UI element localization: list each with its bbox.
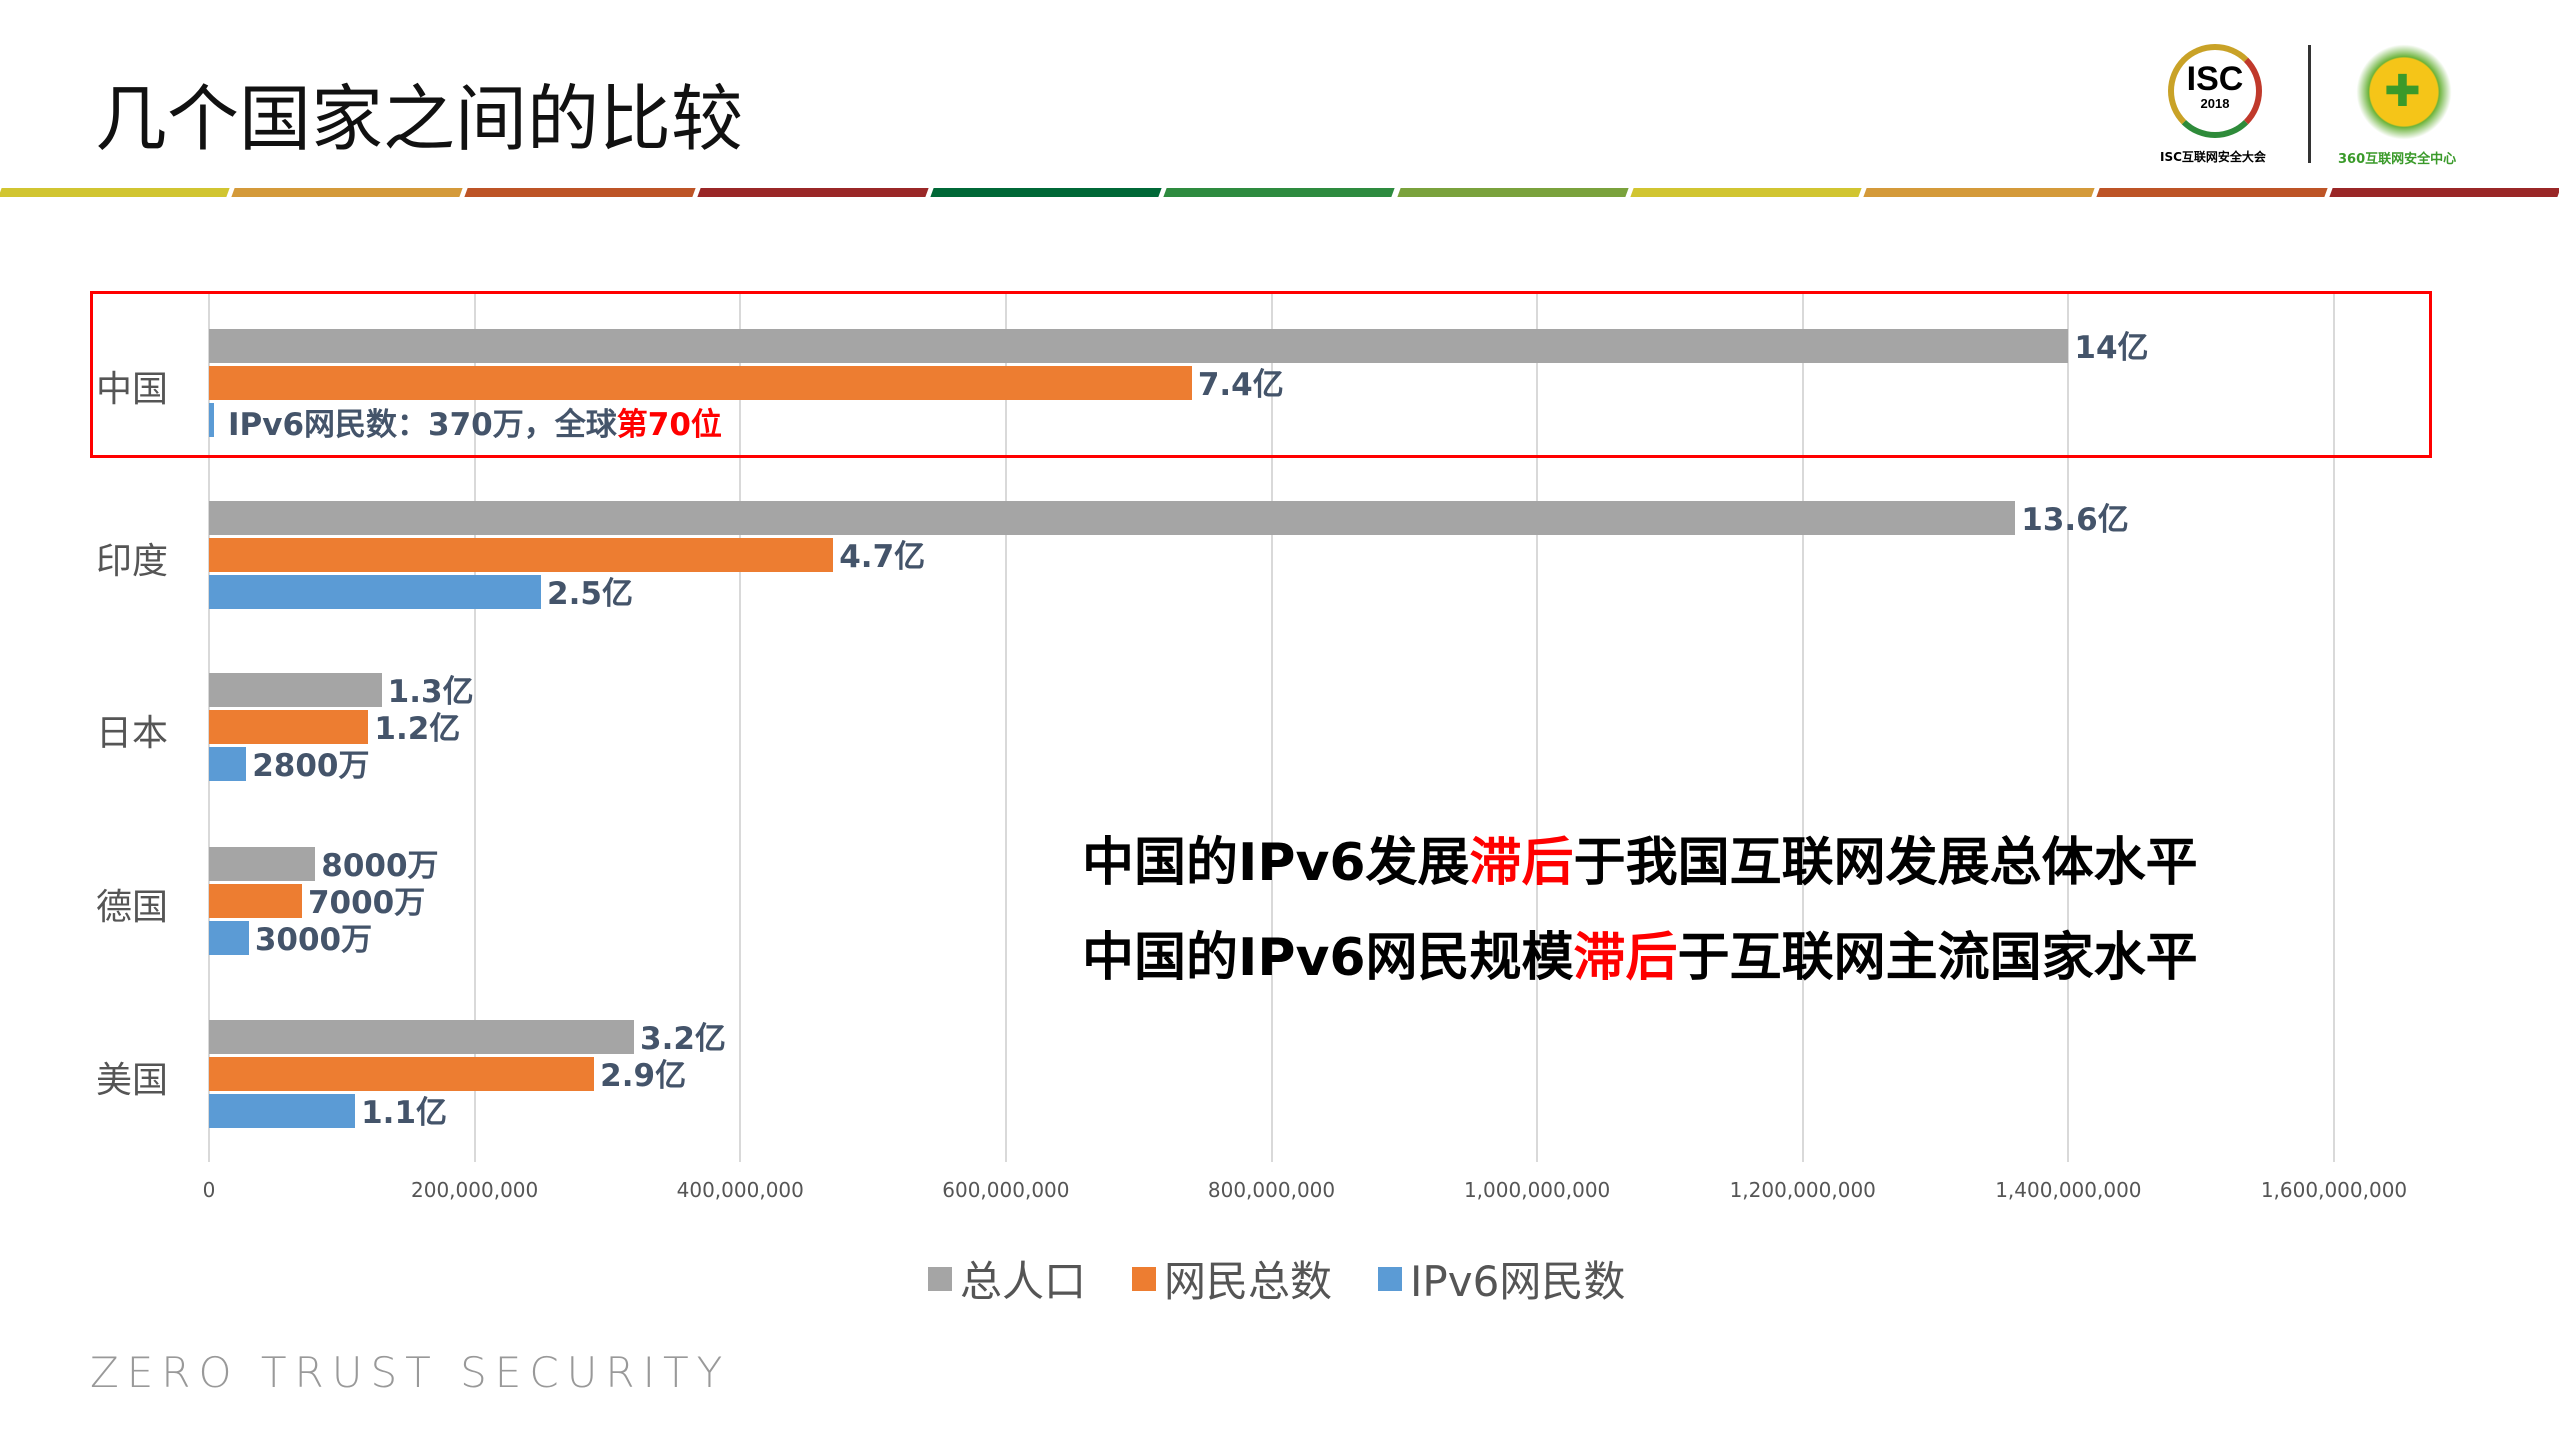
legend-item: IPv6网民数 (1378, 1248, 1625, 1309)
data-label: 13.6亿 (2021, 502, 2129, 538)
note-text: 中国的IPv6网民规模 (1082, 928, 1574, 988)
gridline (2067, 294, 2070, 1162)
bar (209, 921, 249, 955)
x-tick-label: 1,600,000,000 (2260, 1178, 2408, 1202)
stripe-segment (697, 188, 930, 197)
category-label: 印度 (96, 541, 169, 582)
legend-label: 总人口 (960, 1257, 1087, 1306)
gridline (1004, 294, 1007, 1162)
x-tick-label: 200,000,000 (411, 1178, 539, 1202)
data-label: 3000万 (254, 922, 373, 958)
stripe-segment (1630, 188, 1862, 197)
gridline (1801, 294, 1804, 1162)
bar (209, 501, 2016, 535)
data-label: 14亿 (2074, 330, 2149, 366)
data-label: 2800万 (252, 748, 370, 784)
stripe-segment (2096, 188, 2328, 197)
gridline (1270, 294, 1273, 1162)
x-tick-label: 1,000,000,000 (1463, 1178, 1611, 1202)
category-label: 日本 (96, 713, 169, 754)
stripe-segment (1396, 188, 1629, 197)
legend-swatch (928, 1266, 952, 1291)
isc-logo: ISC 2018 (2168, 44, 2262, 138)
stripe-segment (231, 188, 463, 197)
note-highlight: 滞后 (1469, 833, 1574, 893)
data-label: 1.2亿 (374, 711, 461, 747)
color-stripe (0, 188, 2559, 197)
data-label: 2.9亿 (600, 1058, 687, 1094)
bar (209, 1094, 356, 1128)
logos: ISC 2018 ISC互联网安全大会 ✚ 360互联网安全中心 (2160, 40, 2500, 170)
legend-item: 网民总数 (1132, 1248, 1332, 1309)
x-tick-label: 0 (202, 1178, 216, 1202)
x-tick-label: 1,400,000,000 (1995, 1178, 2142, 1202)
x-tick-label: 800,000,000 (1207, 1178, 1336, 1202)
note-text: 于互联网主流国家水平 (1677, 928, 2198, 988)
logo-divider (2308, 45, 2311, 163)
legend-label: IPv6网民数 (1410, 1257, 1626, 1306)
note-line-1: 中国的IPv6发展滞后于我国互联网发展总体水平 (1082, 820, 2198, 895)
highlight-box (90, 291, 2432, 458)
bar (209, 847, 316, 881)
data-label: 1.1亿 (361, 1095, 448, 1131)
bar (209, 538, 834, 572)
annotation-rank: 第70位 (616, 407, 722, 443)
data-label: 3.2亿 (640, 1021, 726, 1057)
legend-label: 网民总数 (1164, 1257, 1333, 1306)
data-label: 7.4亿 (1197, 367, 1284, 403)
note-text: 中国的IPv6发展 (1082, 833, 1470, 893)
annotation-text: IPv6网民数：370万，全球 (228, 407, 617, 443)
legend-swatch (1378, 1266, 1403, 1291)
data-label: 1.3亿 (387, 674, 474, 710)
isc-logo-text: ISC (2186, 60, 2244, 98)
bar (209, 710, 369, 744)
data-label: 2.5亿 (547, 576, 633, 612)
stripe-segment (464, 188, 696, 197)
bar (209, 884, 302, 918)
legend-item: 总人口 (928, 1248, 1086, 1309)
bar (209, 1020, 634, 1054)
isc-logo-year: 2018 (2200, 96, 2230, 111)
footer-text: ZERO TRUST SECURITY (90, 1348, 731, 1397)
note-highlight: 滞后 (1573, 928, 1678, 988)
stripe-segment (1863, 188, 2095, 197)
bar (209, 329, 2069, 363)
isc-caption: ISC互联网安全大会 (2160, 150, 2266, 164)
legend: 总人口 网民总数 IPv6网民数 (928, 1248, 1625, 1309)
note-text: 于我国互联网发展总体水平 (1573, 833, 2198, 893)
bar (209, 366, 1192, 400)
data-label: 7000万 (307, 885, 426, 921)
gridline (473, 294, 476, 1162)
stripe-segment (1163, 188, 1396, 197)
gridline (1536, 294, 1539, 1162)
category-label: 中国 (96, 369, 169, 410)
data-label: 8000万 (321, 848, 439, 884)
bar (209, 1057, 595, 1091)
360-logo: ✚ (2356, 44, 2452, 140)
note-line-2: 中国的IPv6网民规模滞后于互联网主流国家水平 (1082, 915, 2198, 990)
data-label: 4.7亿 (839, 539, 926, 575)
stripe-segment (2329, 188, 2559, 197)
stripe-segment (0, 188, 230, 197)
stripe-segment (930, 188, 1163, 197)
bar (209, 575, 542, 609)
china-ipv6-annotation: IPv6网民数：370万，全球第70位 (228, 408, 722, 442)
x-tick-label: 600,000,000 (942, 1178, 1070, 1202)
bar (209, 747, 247, 781)
bar (209, 403, 214, 437)
gridline (2333, 294, 2335, 1162)
360-caption: 360互联网安全中心 (2338, 152, 2457, 167)
legend-swatch (1132, 1266, 1157, 1291)
category-label: 德国 (96, 887, 169, 928)
bar (209, 673, 382, 707)
page-title: 几个国家之间的比较 (95, 77, 744, 161)
category-label: 美国 (96, 1060, 169, 1101)
gridline (739, 294, 742, 1162)
x-tick-label: 400,000,000 (676, 1178, 804, 1202)
x-tick-label: 1,200,000,000 (1729, 1178, 1876, 1202)
